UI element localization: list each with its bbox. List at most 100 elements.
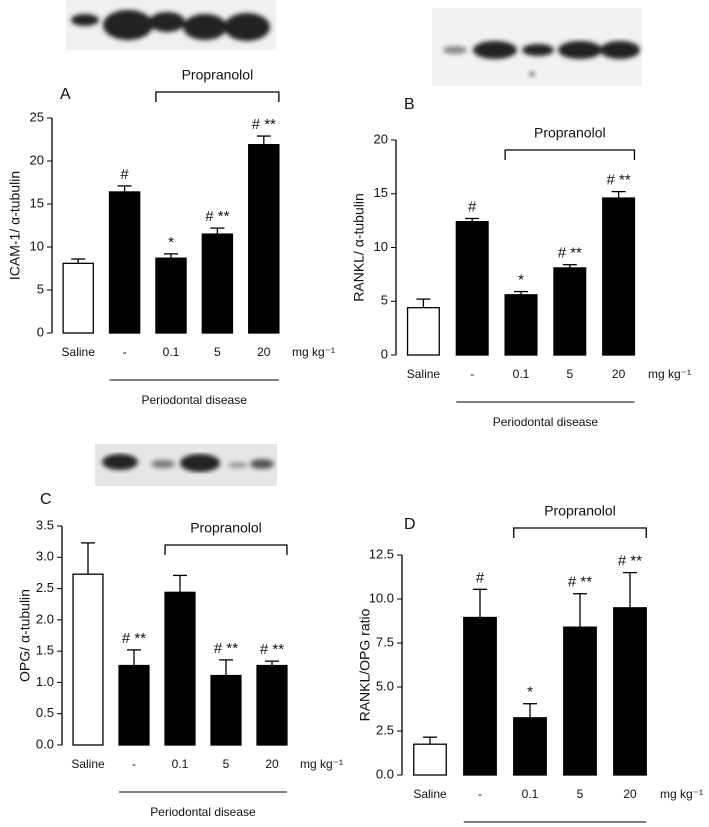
y-tick-label: 2.5 — [36, 580, 54, 595]
band — [71, 14, 99, 26]
x-tick-label: 5 — [214, 345, 221, 359]
x-tick-label: 20 — [623, 787, 637, 801]
blot-c — [95, 444, 277, 486]
band — [183, 14, 227, 40]
significance-label: # ** — [252, 116, 276, 133]
significance-label: # ** — [260, 641, 284, 658]
y-tick-label: 15 — [374, 185, 388, 200]
bar — [602, 197, 636, 356]
x-tick-label: 5 — [566, 367, 573, 381]
y-tick-label: 10 — [30, 238, 44, 253]
y-tick-label: 20 — [30, 152, 44, 167]
significance-label: # ** — [568, 574, 592, 591]
significance-label: # ** — [618, 553, 642, 570]
bar — [62, 262, 94, 334]
band — [522, 44, 554, 56]
y-tick-label: 7.5 — [376, 634, 394, 649]
bar — [248, 144, 280, 334]
x-tick-label: Saline — [407, 367, 441, 381]
x-tick-label: 0.1 — [522, 787, 539, 801]
band — [600, 41, 640, 59]
bar — [613, 607, 647, 776]
y-axis-label: ICAM-1/ α-tubulin — [7, 171, 23, 280]
y-tick-label: 3.0 — [36, 549, 54, 564]
band — [102, 454, 138, 470]
x-tick-label: - — [123, 345, 127, 359]
bracket-label: Propranolol — [544, 503, 616, 519]
significance-label: # ** — [607, 172, 631, 189]
bar — [406, 307, 440, 356]
significance-label: # ** — [122, 630, 146, 647]
y-tick-label: 0 — [37, 324, 44, 339]
band — [558, 41, 602, 59]
y-tick-label: 2.0 — [36, 611, 54, 626]
significance-label: # — [120, 166, 129, 183]
bar — [413, 743, 447, 776]
y-tick-label: 0 — [381, 346, 388, 361]
panel-letter: C — [40, 491, 52, 508]
band — [228, 462, 248, 468]
x-tick-label: 0.1 — [172, 757, 189, 771]
bar — [513, 717, 547, 776]
x-tick-label: 20 — [612, 367, 626, 381]
band — [149, 12, 185, 32]
y-tick-label: 0.5 — [36, 705, 54, 720]
bracket — [155, 91, 280, 102]
x-tick-label: Saline — [62, 345, 96, 359]
significance-label: # ** — [558, 245, 582, 262]
y-tick-label: 25 — [30, 109, 44, 124]
y-tick-label: 15 — [30, 195, 44, 210]
band — [180, 454, 220, 472]
significance-label: * — [168, 234, 174, 251]
group-label: Periodontal disease — [141, 393, 247, 407]
x-tick-label: 0.1 — [513, 367, 530, 381]
x-tick-label: 5 — [577, 787, 584, 801]
y-axis-label: RANKL/OPG ratio — [357, 608, 373, 721]
x-tick-label: 0.1 — [163, 345, 180, 359]
significance-label: * — [518, 272, 524, 289]
x-tick-label: - — [132, 757, 136, 771]
unit-label: mg kg⁻¹ — [660, 787, 703, 801]
band — [473, 41, 517, 59]
bar — [553, 267, 587, 356]
x-tick-label: - — [470, 367, 474, 381]
y-tick-label: 5 — [381, 293, 388, 308]
bar — [155, 257, 187, 334]
y-tick-label: 5 — [37, 281, 44, 296]
bar — [256, 664, 288, 746]
band — [224, 13, 270, 41]
y-axis-label: OPG/ α-tubulin — [17, 589, 33, 682]
bracket-label: Propranolol — [190, 520, 262, 536]
x-tick-label: Saline — [413, 787, 447, 801]
bar — [164, 591, 196, 746]
bar — [563, 626, 597, 776]
x-tick-label: 20 — [265, 757, 279, 771]
x-tick-label: Saline — [71, 757, 105, 771]
bar — [504, 294, 538, 356]
band — [250, 459, 274, 469]
y-tick-label: 3.5 — [36, 517, 54, 532]
y-tick-label: 1.5 — [36, 643, 54, 658]
band — [103, 10, 153, 40]
panel-letter: D — [404, 516, 416, 533]
y-tick-label: 2.5 — [376, 722, 394, 737]
bar — [72, 573, 104, 746]
panel-letter: B — [404, 96, 415, 113]
bar — [210, 674, 242, 746]
panel-letter: A — [60, 86, 71, 103]
band — [151, 460, 175, 468]
significance-label: # — [476, 569, 485, 586]
spot — [530, 72, 534, 76]
y-tick-label: 20 — [374, 131, 388, 146]
y-tick-label: 5.0 — [376, 678, 394, 693]
y-tick-label: 1.0 — [36, 674, 54, 689]
band — [443, 46, 467, 54]
bracket — [504, 149, 636, 160]
bar — [108, 191, 141, 334]
y-tick-label: 10 — [374, 239, 388, 254]
group-label: Periodontal disease — [493, 415, 599, 429]
y-tick-label: 0.0 — [36, 736, 54, 751]
bracket — [513, 527, 647, 538]
blot-b — [432, 8, 642, 86]
bracket-label: Propranolol — [182, 67, 254, 83]
